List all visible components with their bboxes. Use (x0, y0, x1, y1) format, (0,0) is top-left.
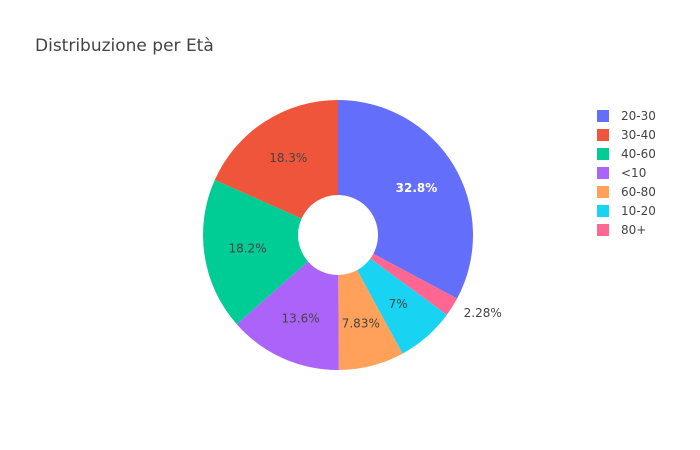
legend-swatch-10-20[interactable] (597, 205, 609, 217)
legend-swatch-60-80[interactable] (597, 186, 609, 198)
legend-label-10-20[interactable]: 10-20 (621, 204, 656, 218)
pie-slices (203, 100, 473, 370)
legend-label-lt10[interactable]: <10 (621, 166, 646, 180)
legend-label-40-60[interactable]: 40-60 (621, 147, 656, 161)
slice-label-80plus: 2.28% (464, 306, 502, 320)
pie-slice-lt10[interactable] (236, 261, 339, 370)
pie-slice-20-30[interactable] (338, 100, 473, 299)
slice-label-30-40: 18.3% (269, 151, 307, 165)
legend: 20-30 30-40 40-60 <10 60-80 10-20 80+ (597, 109, 656, 237)
slice-label-20-30: 32.8% (396, 181, 438, 195)
pie-slice-40-60[interactable] (203, 179, 308, 325)
slice-label-40-60: 18.2% (228, 242, 266, 256)
pie-slice-30-40[interactable] (214, 100, 338, 219)
slice-label-10-20: 7% (389, 297, 408, 311)
legend-swatch-80plus[interactable] (597, 224, 609, 236)
legend-label-20-30[interactable]: 20-30 (621, 109, 656, 123)
pie-slice-60-80[interactable] (338, 270, 403, 370)
legend-swatch-40-60[interactable] (597, 148, 609, 160)
slice-label-60-80: 7.83% (342, 317, 380, 331)
legend-swatch-30-40[interactable] (597, 129, 609, 141)
legend-swatch-lt10[interactable] (597, 167, 609, 179)
pie-slice-labels: 32.8% 2.28% 7% 7.83% 13.6% 18.2% 18.3% (228, 151, 501, 330)
slice-label-lt10: 13.6% (282, 312, 320, 326)
chart-title: Distribuzione per Età (35, 36, 214, 56)
legend-label-30-40[interactable]: 30-40 (621, 128, 656, 142)
legend-label-60-80[interactable]: 60-80 (621, 185, 656, 199)
legend-label-80plus[interactable]: 80+ (621, 223, 646, 237)
pie-slice-10-20[interactable] (357, 258, 447, 354)
legend-swatch-20-30[interactable] (597, 110, 609, 122)
pie-slice-80plus[interactable] (370, 253, 458, 315)
